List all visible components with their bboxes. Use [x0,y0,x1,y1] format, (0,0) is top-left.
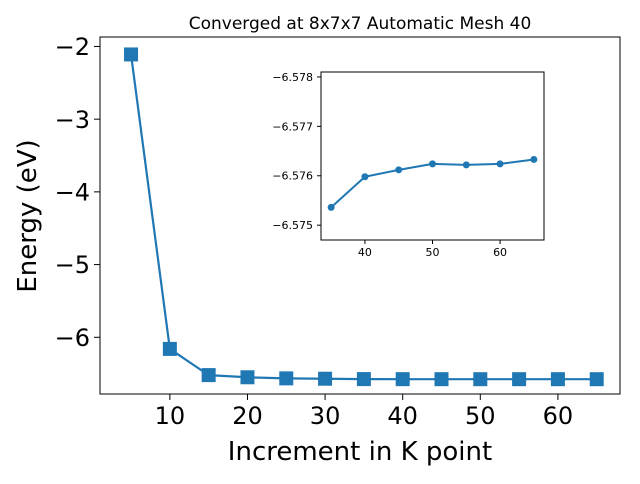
inset-y-tick-label: −6.575 [272,219,313,232]
main-y-tick-label: −3 [55,106,90,134]
main-data-point [512,372,527,387]
main-data-point [240,370,255,385]
main-plot: 10 20 30 40 50 60 −2 −3 −4 −5 −6 [55,33,621,430]
main-data-point [318,371,333,386]
inset-x-tick-label: 60 [493,246,507,259]
inset-plot: 40 50 60 −6.578 −6.577 −6.576 −6.575 [272,71,545,259]
main-y-axis-label: Energy (eV) [13,139,43,292]
inset-x-tick-label: 50 [426,246,440,259]
inset-data-point [361,173,369,181]
main-chart-title: Converged at 8x7x7 Automatic Mesh 40 [189,14,532,34]
main-data-point [473,372,488,387]
main-y-tick-label: −5 [55,251,90,279]
inset-data-point [462,161,470,169]
main-data-point [395,372,410,387]
main-x-tick-label: 50 [465,402,496,430]
main-data-point [201,368,216,383]
inset-y-tick-label: −6.578 [272,71,313,84]
main-data-point [162,341,177,356]
inset-data-point [496,160,504,168]
main-x-tick-label: 20 [232,402,263,430]
inset-data-point [429,160,436,168]
main-data-point [550,372,565,387]
main-x-tick-label: 40 [387,402,418,430]
main-y-tick-label: −4 [55,179,90,207]
main-x-tick-label: 30 [310,402,341,430]
inset-x-tick-label: 40 [358,246,372,259]
inset-data-point [530,155,538,163]
inset-data-point [395,166,403,174]
main-y-tick-label: −2 [55,33,90,61]
main-x-axis-label: Increment in K point [228,437,492,467]
main-axes-frame [99,36,621,395]
main-data-point [589,372,604,387]
inset-data-point [327,203,335,211]
main-x-tick-label: 10 [155,402,186,430]
main-data-point [356,372,371,387]
main-data-point [279,371,294,386]
inset-y-tick-label: −6.577 [272,120,313,133]
main-data-point [124,47,139,62]
main-data-point [434,372,449,387]
main-x-tick-label: 60 [543,402,574,430]
inset-y-tick-label: −6.576 [272,170,313,183]
main-y-tick-label: −6 [55,324,90,352]
